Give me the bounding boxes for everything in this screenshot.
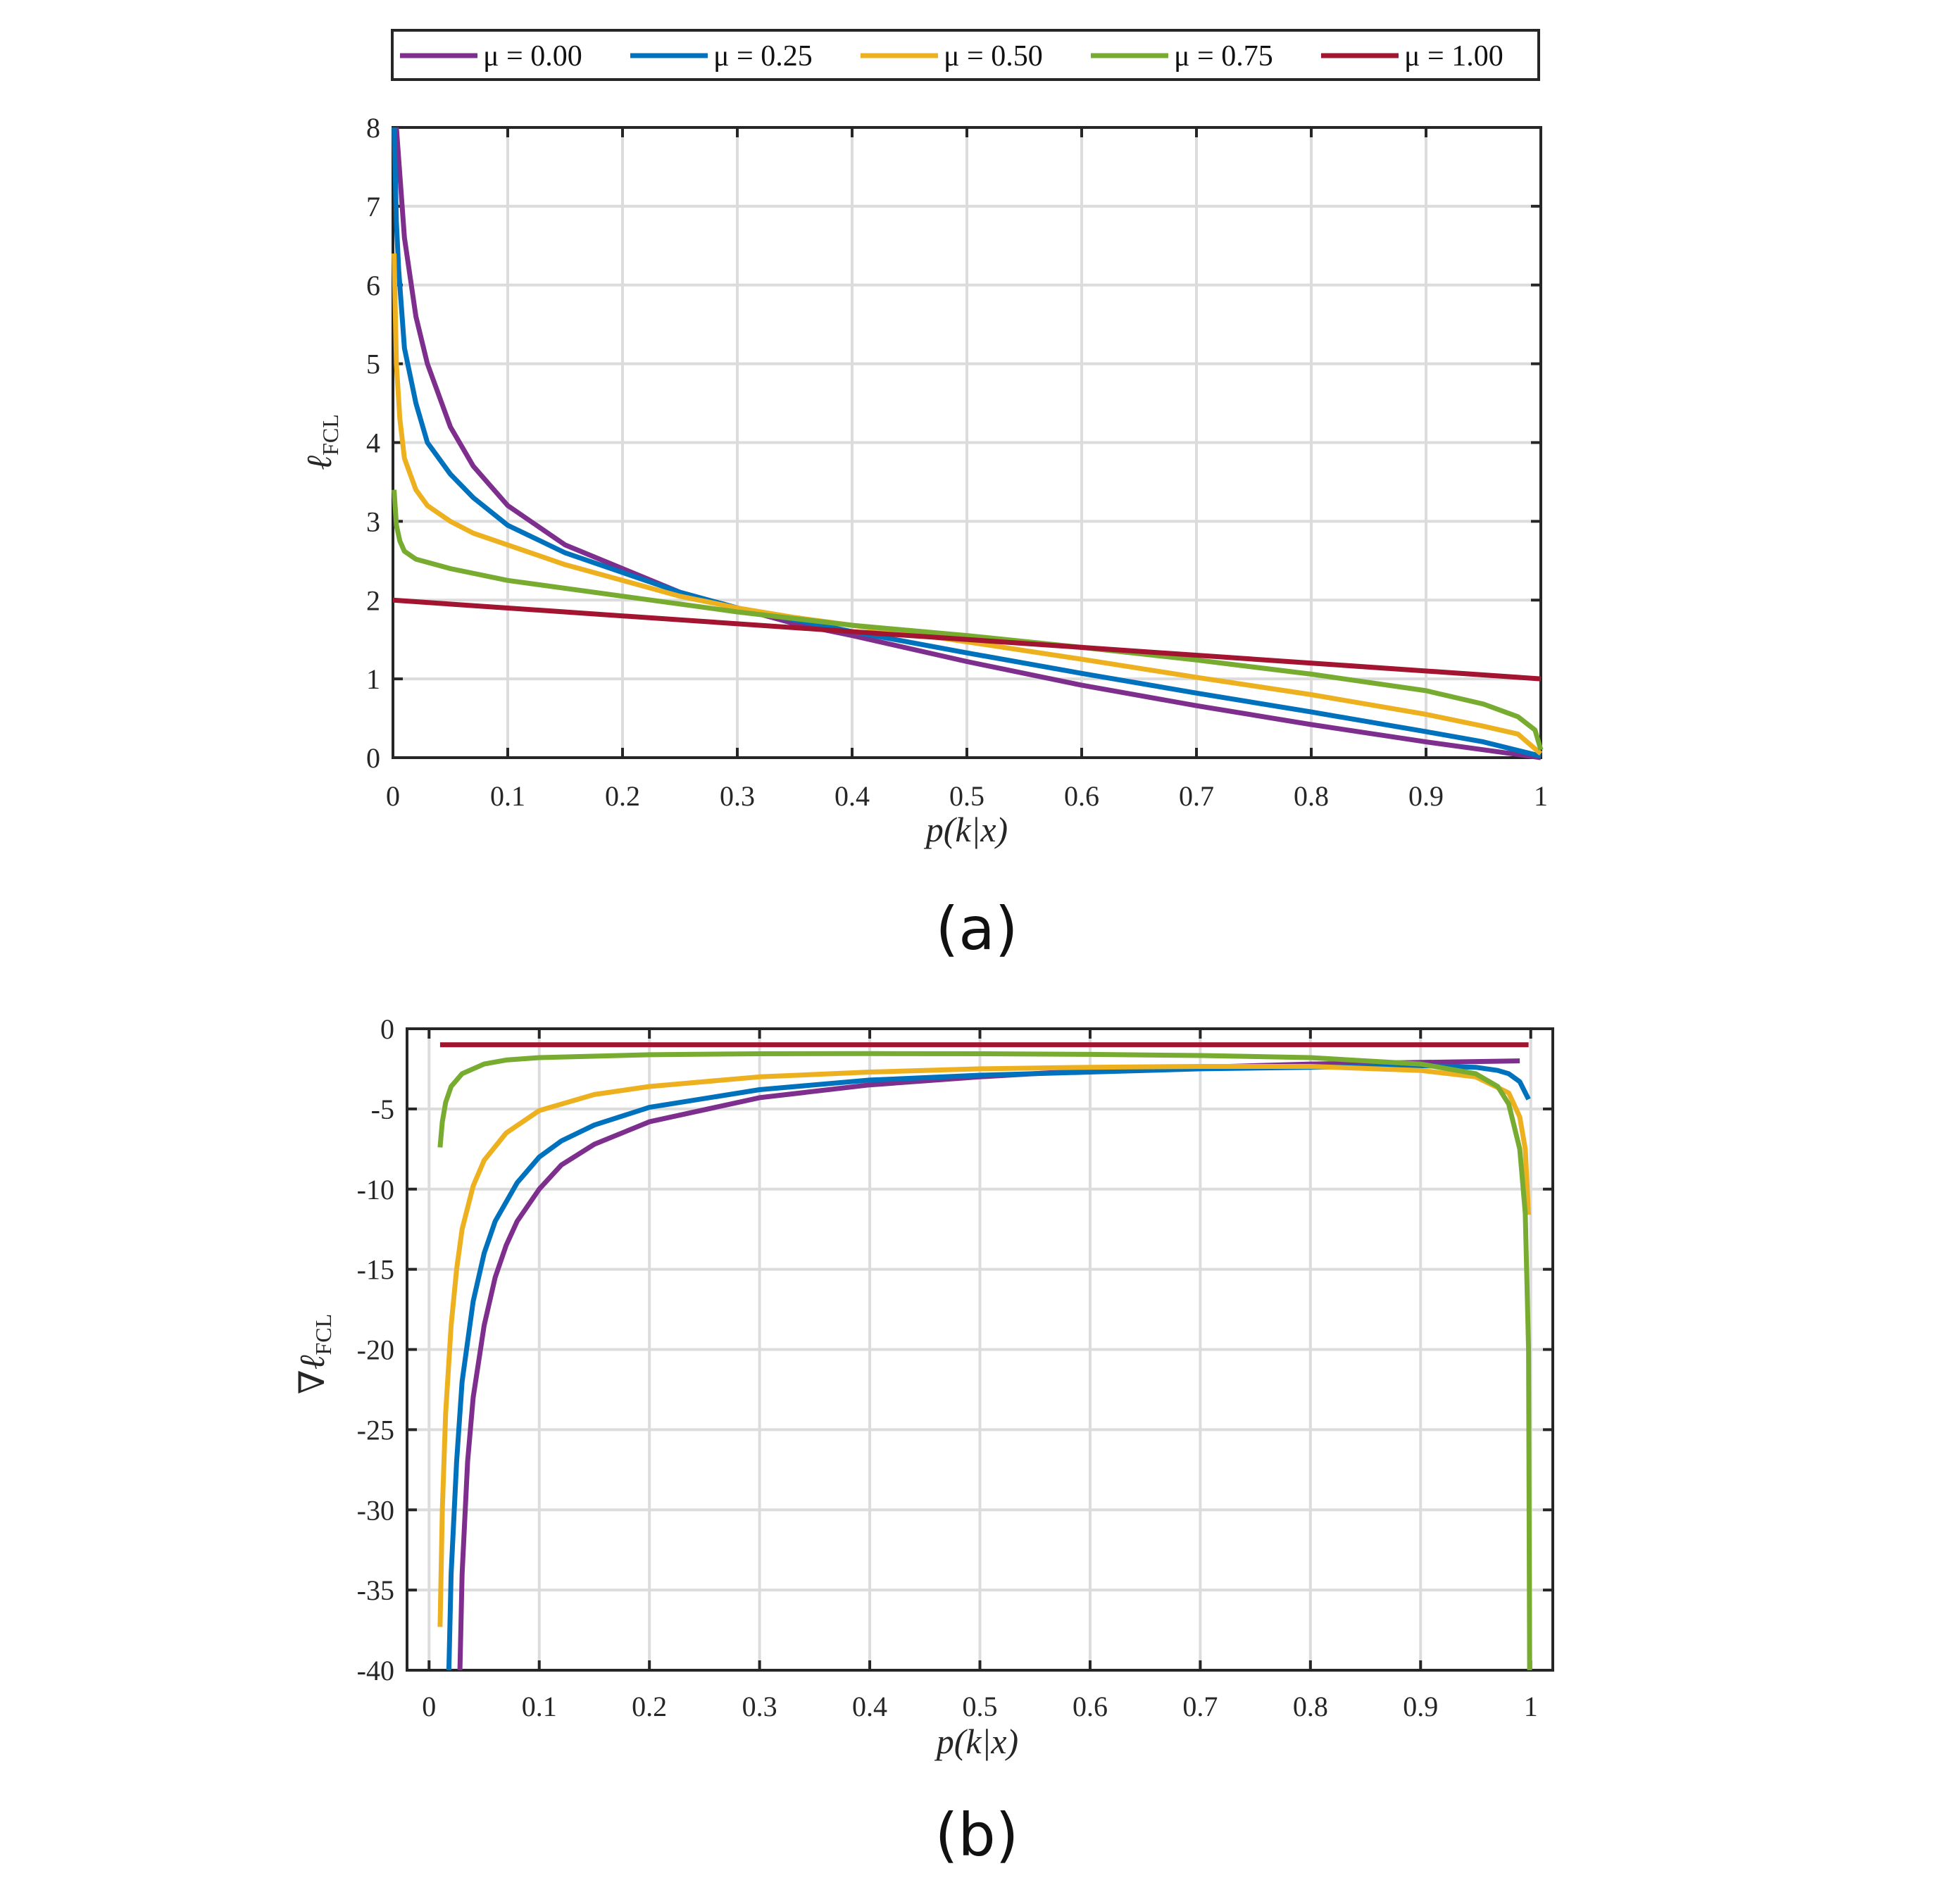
x-tick-label: 1 (1534, 780, 1548, 812)
series-line-b-0 (457, 1058, 1520, 1671)
chart-panel-a: 0 0.1 0.2 0.3 0.4 0.5 0.6 0.7 0.8 0.9 1 0 1 2 3 4 5 6 7 8 p… (299, 112, 1548, 963)
y-tick-label: -30 (357, 1494, 394, 1526)
panel-caption-b: (b) (935, 1800, 1019, 1869)
panel-caption-a: (a) (935, 894, 1018, 963)
series-line-a-1 (392, 127, 1542, 759)
y-tick-label: -40 (357, 1655, 394, 1686)
y-axis-label-a: ℓFCL (299, 414, 343, 470)
y-tick-label: 6 (366, 270, 380, 301)
x-tick-label: 0.1 (490, 780, 525, 812)
legend-label-4: μ = 1.00 (1404, 40, 1503, 73)
y-axis-label-b: ∇ℓFCL (292, 1314, 336, 1394)
series-line-a-2 (392, 253, 1543, 756)
y-tick-label: 0 (380, 1013, 394, 1045)
y-tick-label: -10 (357, 1174, 394, 1205)
y-axis-label-main-b: ∇ℓ (292, 1355, 332, 1394)
y-tick-label: -15 (357, 1254, 394, 1286)
y-tick-label: 8 (366, 112, 380, 144)
y-axis-label-main-a: ℓ (299, 456, 339, 470)
y-tick-label: 0 (366, 742, 380, 774)
y-tick-label: 1 (366, 663, 380, 695)
x-tick-label: 0 (386, 780, 400, 812)
y-axis-label-sub-b: FCL (311, 1314, 336, 1355)
series-line-b-2 (437, 1064, 1532, 1627)
legend-label-2: μ = 0.50 (944, 40, 1043, 73)
x-axis-label-a: p(k|x) (924, 810, 1008, 849)
x-tick-label: 0.3 (742, 1691, 777, 1722)
series-line-a-3 (392, 489, 1544, 751)
series-line-b-3 (437, 1051, 1532, 1671)
x-tick-label: 0.2 (632, 1691, 667, 1722)
x-tick-label: 0.5 (949, 780, 984, 812)
y-tick-label: -20 (357, 1334, 394, 1366)
x-tick-label: 0.3 (720, 780, 755, 812)
x-tick-label: 0.9 (1408, 780, 1444, 812)
x-tick-label: 0.9 (1403, 1691, 1438, 1722)
y-tick-label: -5 (371, 1094, 394, 1125)
x-tick-label: 1 (1524, 1691, 1538, 1722)
chart-panel-b: 0 0.1 0.2 0.3 0.4 0.5 0.6 0.7 0.8 0.9 1 0 -5 -10 -15 -2… (292, 1013, 1554, 1869)
x-axis-label-b: p(k|x) (934, 1722, 1018, 1761)
y-tick-label: -25 (357, 1414, 394, 1446)
y-axis-label-sub-a: FCL (318, 414, 343, 456)
x-tick-label: 0.2 (605, 780, 640, 812)
legend: μ = 0.00 μ = 0.25 μ = 0.50 μ = 0.75 μ = 1.00 (391, 29, 1540, 81)
x-tick-label: 0.8 (1294, 780, 1329, 812)
y-tick-label: 3 (366, 506, 380, 537)
legend-label-0: μ = 0.00 (483, 40, 582, 73)
series-line-a-4 (392, 597, 1542, 682)
y-tick-label: 4 (366, 427, 380, 459)
legend-label-3: μ = 0.75 (1174, 40, 1273, 73)
x-tick-label: 0.7 (1182, 1691, 1218, 1722)
x-tick-label: 0.5 (963, 1691, 998, 1722)
x-tick-label: 0.1 (522, 1691, 557, 1722)
y-tick-label: -35 (357, 1574, 394, 1606)
x-tick-label: 0.8 (1293, 1691, 1328, 1722)
x-tick-label: 0.6 (1073, 1691, 1108, 1722)
x-tick-label: 0.4 (852, 1691, 887, 1722)
x-tick-label: 0 (422, 1691, 436, 1722)
x-tick-label: 0.4 (834, 780, 870, 812)
y-tick-label: 2 (366, 584, 380, 616)
x-tick-label: 0.6 (1064, 780, 1099, 812)
legend-label-1: μ = 0.25 (713, 40, 813, 73)
y-tick-label: 7 (366, 191, 380, 223)
series-line-b-1 (446, 1063, 1531, 1671)
x-tick-label: 0.7 (1179, 780, 1214, 812)
y-tick-label: 5 (366, 349, 380, 380)
